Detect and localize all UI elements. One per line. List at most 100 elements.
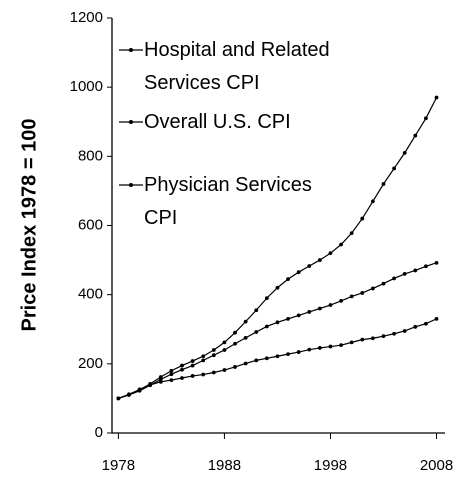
- y-tick-label: 0: [95, 424, 103, 441]
- data-point: [254, 308, 259, 313]
- data-point: [360, 337, 365, 342]
- series-line: [118, 318, 437, 399]
- data-point: [201, 354, 206, 359]
- data-point: [180, 363, 184, 368]
- y-tick-label: 1200: [70, 9, 103, 26]
- data-point: [296, 350, 301, 354]
- data-point: [275, 354, 280, 359]
- legend-marker: [129, 183, 133, 187]
- data-point: [296, 270, 301, 275]
- data-point: [211, 348, 216, 352]
- legend-swatch: [119, 48, 143, 52]
- data-point: [286, 277, 290, 282]
- data-point: [233, 341, 237, 346]
- data-point: [243, 361, 248, 366]
- data-point: [222, 368, 227, 372]
- data-point: [413, 133, 418, 138]
- data-point: [169, 372, 174, 377]
- data-point: [243, 335, 248, 340]
- data-point: [211, 353, 216, 358]
- data-point: [317, 346, 322, 350]
- data-point: [275, 285, 280, 290]
- data-point: [339, 242, 343, 247]
- y-tick-label: 400: [78, 286, 103, 303]
- y-tick-label: 1000: [70, 78, 103, 95]
- data-point: [254, 358, 259, 363]
- series-line: [118, 262, 437, 399]
- data-point: [190, 374, 195, 378]
- x-tick-label: 1988: [208, 457, 241, 474]
- legend-label: Hospital and Related Services CPI: [144, 39, 330, 94]
- data-point: [243, 319, 248, 324]
- data-point: [201, 358, 206, 363]
- data-point: [339, 298, 343, 303]
- legend-marker: [129, 120, 133, 124]
- series-line: [118, 97, 438, 399]
- data-point: [392, 166, 396, 171]
- data-point: [328, 251, 333, 256]
- data-point: [180, 367, 184, 372]
- x-tick-label: 1978: [102, 457, 135, 474]
- legend-swatch: [119, 183, 143, 187]
- legend-label: Physician Services CPI: [144, 174, 312, 229]
- legend-label: Overall U.S. CPI: [144, 111, 291, 133]
- data-point: [307, 347, 312, 352]
- data-point: [381, 281, 386, 286]
- data-point: [264, 296, 269, 301]
- data-point: [254, 330, 259, 334]
- x-tick-label: 2008: [420, 457, 453, 474]
- data-point: [424, 116, 428, 121]
- data-point: [370, 336, 375, 341]
- data-point: [286, 316, 290, 321]
- data-point: [392, 276, 396, 281]
- legend-entry: Hospital and Related Services CPI: [118, 34, 344, 100]
- data-point: [286, 352, 290, 357]
- data-point: [381, 334, 386, 339]
- data-point: [137, 388, 142, 393]
- data-point: [360, 216, 365, 221]
- data-point: [434, 316, 439, 321]
- data-point: [370, 199, 375, 204]
- data-point: [307, 310, 312, 314]
- y-axis-label: Price Index 1978 = 100: [18, 119, 40, 332]
- y-tick-label: 200: [78, 355, 103, 372]
- data-point: [211, 370, 216, 375]
- legend-swatch: [119, 120, 143, 124]
- data-point: [180, 376, 184, 380]
- data-point: [402, 150, 407, 155]
- data-point: [339, 343, 343, 348]
- y-tick-label: 800: [78, 147, 103, 164]
- data-point: [233, 365, 237, 369]
- data-point: [402, 329, 407, 333]
- data-point: [116, 396, 121, 401]
- data-point: [127, 393, 131, 397]
- data-point: [413, 324, 418, 329]
- data-point: [264, 324, 269, 329]
- data-point: [169, 368, 174, 373]
- data-point: [148, 383, 153, 388]
- y-tick-label: 600: [78, 216, 103, 233]
- data-point: [424, 264, 428, 269]
- data-point: [424, 321, 428, 326]
- data-point: [158, 377, 163, 382]
- data-point: [349, 340, 354, 345]
- legend-entry: Overall U.S. CPI: [118, 106, 344, 139]
- legend-entry: Physician Services CPI: [118, 169, 344, 235]
- data-point: [222, 340, 227, 345]
- data-point: [413, 268, 418, 273]
- x-tick-label: 1998: [314, 457, 347, 474]
- data-point: [317, 258, 322, 262]
- legend-marker: [129, 48, 133, 52]
- data-point: [434, 260, 439, 265]
- data-point: [307, 264, 312, 268]
- data-point: [349, 294, 354, 299]
- data-point: [402, 272, 407, 276]
- data-point: [434, 95, 439, 100]
- data-point: [222, 348, 227, 352]
- data-point: [317, 306, 322, 311]
- data-point: [296, 313, 301, 318]
- data-point: [381, 182, 386, 186]
- data-point: [190, 363, 195, 368]
